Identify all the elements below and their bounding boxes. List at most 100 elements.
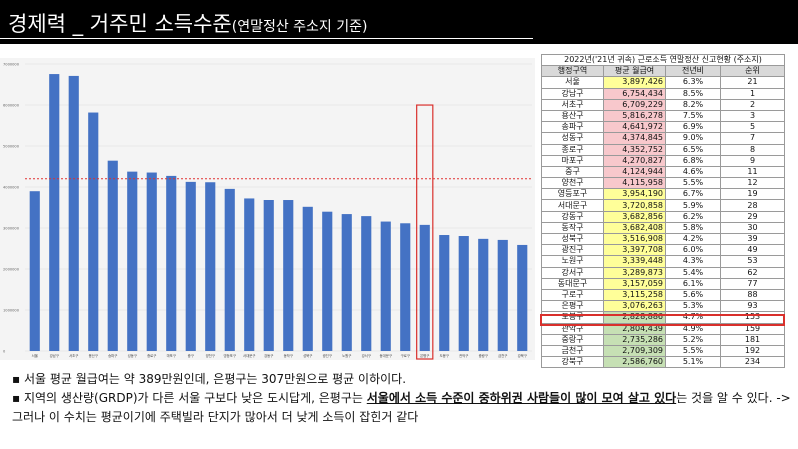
cell-yoy: 6.8% xyxy=(665,154,721,167)
cell-salary: 4,115,958 xyxy=(603,177,666,190)
cell-district: 서울 xyxy=(541,76,604,89)
cell-district: 중랑구 xyxy=(541,333,604,346)
cell-salary: 4,124,944 xyxy=(603,165,666,179)
bar xyxy=(341,214,352,351)
cell-rank: 93 xyxy=(719,300,786,313)
x-tick-label: 영등포구 xyxy=(224,353,236,358)
cell-yoy: 6.5% xyxy=(665,143,721,156)
cell-yoy: 5.8% xyxy=(665,221,721,235)
table-row: 성동구 4,374,845 9.0% 7 xyxy=(541,132,786,145)
cell-salary: 3,954,190 xyxy=(603,188,666,201)
y-tick-label: 1000000 xyxy=(3,309,20,313)
cell-rank: 12 xyxy=(719,177,786,190)
cell-rank: 192 xyxy=(719,344,786,358)
title-underline xyxy=(0,38,533,39)
cell-rank: 62 xyxy=(719,266,786,279)
cell-rank: 11 xyxy=(719,165,786,179)
x-tick-label: 성동구 xyxy=(128,353,137,358)
cell-district: 강북구 xyxy=(541,356,604,369)
x-tick-label: 성북구 xyxy=(303,353,312,358)
cell-yoy: 8.2% xyxy=(665,98,721,111)
cell-yoy: 5.2% xyxy=(665,333,721,346)
x-tick-label: 노원구 xyxy=(342,353,351,358)
x-tick-label: 중구 xyxy=(188,354,194,358)
cell-salary: 2,709,309 xyxy=(603,344,666,358)
eunpyeong-highlight-box xyxy=(540,314,785,326)
cell-salary: 3,682,408 xyxy=(603,221,666,235)
income-table: 2022년('21년 귀속) 근로소득 연말정산 신고현황 (주소지) 행정구역… xyxy=(540,53,786,369)
cell-salary: 2,586,760 xyxy=(603,356,666,369)
bar xyxy=(497,239,508,351)
table-row: 중구 4,124,944 4.6% 11 xyxy=(541,165,786,179)
cell-salary: 3,115,258 xyxy=(603,288,666,302)
cell-salary: 3,682,856 xyxy=(603,210,666,223)
bar xyxy=(224,188,235,351)
cell-yoy: 5.3% xyxy=(665,300,721,313)
page-title: 경제력 _ 거주민 소득수준(연말정산 주소지 기준) xyxy=(8,8,367,38)
income-table-grid: 2022년('21년 귀속) 근로소득 연말정산 신고현황 (주소지) 행정구역… xyxy=(540,53,786,369)
cell-district: 마포구 xyxy=(541,154,604,167)
x-tick-label: 양천구 xyxy=(206,353,215,358)
cell-rank: 77 xyxy=(719,277,786,290)
x-tick-label: 종로구 xyxy=(147,354,156,358)
cell-yoy: 4.2% xyxy=(665,232,721,246)
cell-district: 강남구 xyxy=(541,87,604,100)
cell-salary: 6,754,434 xyxy=(603,87,666,100)
cell-rank: 53 xyxy=(719,255,786,268)
cell-salary: 4,374,845 xyxy=(603,132,666,145)
table-row: 동대문구 3,157,059 6.1% 77 xyxy=(541,277,786,290)
x-tick-label: 도봉구 xyxy=(440,353,449,358)
bar xyxy=(322,211,333,351)
cell-rank: 9 xyxy=(719,154,786,167)
cell-rank: 19 xyxy=(719,188,786,201)
cell-yoy: 6.2% xyxy=(665,210,721,223)
cell-yoy: 5.4% xyxy=(665,266,721,279)
cell-district: 강서구 xyxy=(541,266,604,279)
table-row: 종로구 4,352,752 6.5% 8 xyxy=(541,143,786,156)
table-row: 마포구 4,270,827 6.8% 9 xyxy=(541,154,786,167)
note-2-text-a: 지역의 생산량(GRDP)가 다른 서울 구보다 낮은 도시답게, 은평구는 xyxy=(23,391,367,405)
table-row: 은평구 3,076,263 5.3% 93 xyxy=(541,300,786,313)
highlight-box xyxy=(416,104,434,360)
cell-district: 광진구 xyxy=(541,244,604,257)
bar xyxy=(419,224,430,351)
cell-district: 영등포구 xyxy=(541,188,604,201)
cell-district: 동대문구 xyxy=(541,277,604,290)
cell-yoy: 8.5% xyxy=(665,87,721,100)
cell-rank: 88 xyxy=(719,288,786,302)
title-main: 경제력 _ 거주민 소득수준 xyxy=(8,12,232,36)
table-row: 성북구 3,516,908 4.2% 39 xyxy=(541,232,786,246)
cell-salary: 3,897,426 xyxy=(603,76,666,89)
cell-rank: 8 xyxy=(719,143,786,156)
cell-yoy: 6.9% xyxy=(665,121,721,134)
x-tick-label: 송파구 xyxy=(108,353,117,358)
bar xyxy=(107,160,118,351)
cell-district: 송파구 xyxy=(541,121,604,134)
x-tick-label: 금천구 xyxy=(498,353,507,358)
cell-yoy: 6.0% xyxy=(665,244,721,257)
cell-rank: 5 xyxy=(719,121,786,134)
y-tick-label: 7000000 xyxy=(3,63,20,67)
cell-yoy: 5.1% xyxy=(665,356,721,369)
bar xyxy=(146,172,157,351)
bar xyxy=(166,175,177,351)
table-row: 서울 3,897,426 6.3% 21 xyxy=(541,76,786,89)
x-tick-label: 서초구 xyxy=(69,353,78,358)
table-row: 강동구 3,682,856 6.2% 29 xyxy=(541,210,786,223)
cell-rank: 39 xyxy=(719,232,786,246)
cell-district: 금천구 xyxy=(541,344,604,358)
table-row: 용산구 5,816,278 7.5% 3 xyxy=(541,109,786,123)
cell-district: 은평구 xyxy=(541,300,604,313)
cell-district: 성북구 xyxy=(541,232,604,246)
x-tick-label: 중랑구 xyxy=(479,353,488,358)
table-row: 구로구 3,115,258 5.6% 88 xyxy=(541,288,786,302)
bar xyxy=(478,238,489,351)
bullet-icon: ▪ xyxy=(12,372,21,386)
cell-yoy: 5.9% xyxy=(665,199,721,212)
title-bar: 경제력 _ 거주민 소득수준(연말정산 주소지 기준) xyxy=(0,0,798,44)
x-tick-label: 서울 xyxy=(32,353,38,358)
x-tick-label: 강동구 xyxy=(264,353,273,358)
cell-salary: 4,270,827 xyxy=(603,154,666,167)
table-header-cell: 평균 월급여 xyxy=(603,65,666,78)
cell-district: 종로구 xyxy=(541,143,604,156)
